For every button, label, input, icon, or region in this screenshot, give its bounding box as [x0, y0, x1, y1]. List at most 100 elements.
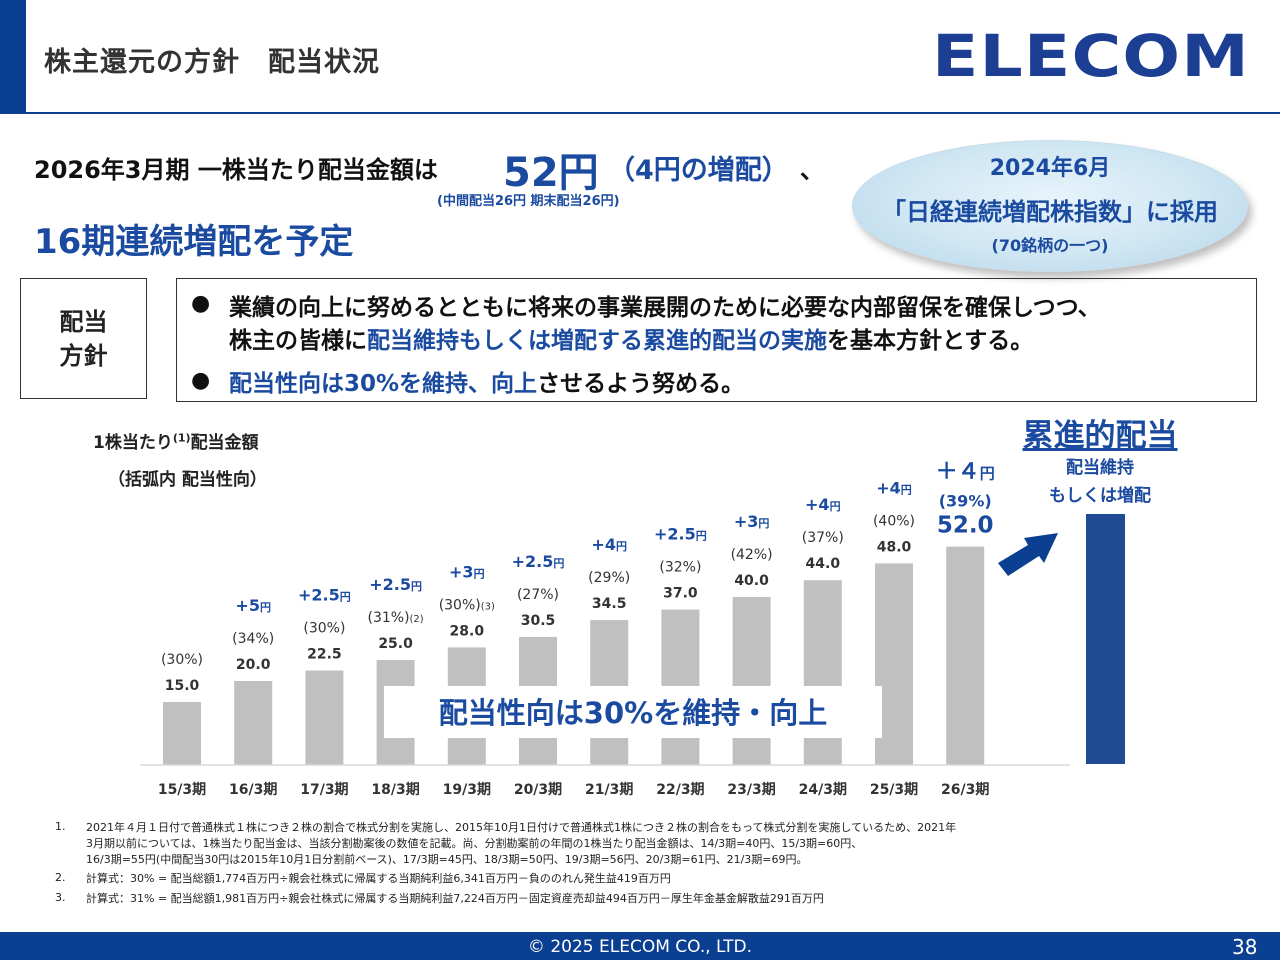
index-badge-title: 「日経連続増配株指数」に採用 — [882, 198, 1218, 226]
increase-label: +3円 — [449, 562, 485, 581]
headline-dividend-amount: 52円 — [503, 150, 599, 196]
x-tick-label: 23/3期 — [727, 782, 775, 798]
headline-separator: 、 — [800, 156, 824, 184]
value-label: 20.0 — [236, 657, 271, 673]
bar — [234, 681, 273, 765]
policy-bullet1-line1: 業績の向上に努めるとともに将来の事業展開のために必要な内部留保を確保しつつ、 — [229, 295, 1101, 321]
value-label: 40.0 — [734, 573, 769, 589]
value-label: 34.5 — [592, 596, 627, 612]
x-tick-label: 21/3期 — [585, 782, 633, 798]
x-tick-label: 24/3期 — [799, 782, 847, 798]
footer-copyright: © 2025 ELECOM CO., LTD. — [527, 937, 753, 957]
value-label-highlight: 52.0 — [937, 513, 994, 539]
footnote-line: 2021年４月１日付で普通株式１株につき２株の割合で株式分割を実施し、2015年… — [86, 821, 957, 834]
payout-ratio-label: (42%) — [731, 547, 773, 563]
payout-ratio-label: (30%)(3) — [439, 597, 495, 613]
policy-highlight: 配当性向は30%を維持、向上 — [229, 371, 538, 397]
payout-ratio-label: (34%) — [232, 631, 274, 647]
policy-text: させるよう努める。 — [537, 371, 745, 397]
progressive-dividend-title: 累進的配当 — [1022, 418, 1178, 454]
policy-highlight: 配当維持もしくは増配する累進的配当の実施 — [367, 328, 827, 354]
footnote-number: 3. — [55, 891, 66, 904]
policy-label-box: 配当 方針 — [20, 278, 147, 399]
bullet-icon: ● — [191, 368, 211, 393]
x-tick-label: 18/3期 — [371, 782, 419, 798]
footnote-number: 1. — [55, 820, 66, 833]
bar — [946, 546, 985, 765]
chart-title-text: 配当金額 — [190, 433, 259, 453]
footnote-line: 計算式：30% = 配当総額1,774百万円÷親会社株式に帰属する当期純利益6,… — [86, 872, 671, 885]
x-tick-label: 17/3期 — [300, 782, 348, 798]
payout-banner-text: 配当性向は30%を維持・向上 — [438, 696, 828, 730]
payout-ratio-label: (37%) — [802, 530, 844, 546]
footnote-line: 16/3期=55円(中間配当30円は2015年10月1日分割前ベース)、17/3… — [86, 853, 808, 866]
footnote-number: 2. — [55, 871, 66, 884]
bar — [305, 670, 344, 765]
value-label: 48.0 — [877, 539, 912, 555]
bullet-icon: ● — [191, 291, 211, 316]
bar — [163, 702, 201, 765]
increase-label: +2.5円 — [654, 525, 707, 544]
progressive-dividend-bar — [1086, 514, 1125, 764]
index-badge-note: (70銘柄の一つ) — [991, 236, 1109, 255]
increase-label: +2.5円 — [369, 575, 422, 594]
x-tick-label: 20/3期 — [514, 782, 562, 798]
index-badge — [852, 140, 1248, 272]
value-label: 15.0 — [165, 678, 200, 694]
chart-title-text: 1株当たり — [93, 433, 173, 453]
policy-label-line1: 配当 — [59, 307, 108, 336]
increase-label: +3円 — [734, 512, 770, 531]
increase-label: +4円 — [591, 535, 627, 554]
payout-ratio-label: (30%) — [161, 652, 203, 668]
page-title: 株主還元の方針 配当状況 — [44, 47, 380, 78]
payout-ratio-label: (40%) — [873, 513, 915, 529]
footnote-line: 3月期以前については、1株当たり配当金は、当該分割勘案後の数値を記載。尚、分割勘… — [86, 837, 863, 850]
value-label: 30.5 — [521, 613, 556, 629]
payout-ratio-label: (30%) — [303, 621, 345, 637]
footer-bar — [0, 932, 1280, 960]
x-tick-label: 16/3期 — [229, 782, 277, 798]
headline-note: (中間配当26円 期末配当26円) — [437, 194, 620, 209]
value-label: 28.0 — [450, 623, 485, 639]
progressive-dividend-sub2: もしくは増配 — [1049, 486, 1151, 506]
x-tick-label: 22/3期 — [656, 782, 704, 798]
index-badge-date: 2024年6月 — [989, 156, 1111, 181]
increase-label: +4円 — [805, 495, 841, 514]
value-label: 37.0 — [663, 586, 698, 602]
x-tick-label: 19/3期 — [443, 782, 491, 798]
x-tick-label: 26/3期 — [941, 782, 989, 798]
value-label: 44.0 — [806, 556, 841, 572]
chart-title-footnote-ref: (1) — [172, 431, 191, 445]
increase-label: +5円 — [235, 596, 271, 615]
progressive-dividend-sub1: 配当維持 — [1066, 458, 1134, 478]
value-label: 25.0 — [378, 636, 413, 652]
headline-text: 2026年3月期 一株当たり配当金額は — [34, 156, 438, 184]
policy-content-box: ● 業績の向上に努めるとともに将来の事業展開のために必要な内部留保を確保しつつ、… — [176, 278, 1257, 402]
payout-ratio-label: (32%) — [659, 560, 701, 576]
payout-ratio-label: (31%)(2) — [367, 610, 423, 626]
payout-ratio-label: (39%) — [939, 492, 992, 511]
policy-text: を基本方針とする。 — [827, 328, 1034, 354]
chart-title: 1株当たり(1)配当金額 — [93, 428, 259, 453]
increase-label: +4円 — [876, 478, 912, 497]
header-accent-band — [0, 0, 26, 114]
page-number: 38 — [1232, 935, 1258, 959]
policy-text: 株主の皆様に — [229, 328, 367, 354]
headline-increase: （4円の増配） — [608, 155, 789, 186]
arrow-right-icon — [998, 533, 1058, 576]
chart-subtitle: （括弧内 配当性向） — [108, 470, 267, 490]
increase-label: +2.5円 — [298, 586, 351, 605]
bar — [732, 597, 771, 765]
payout-ratio-label: (27%) — [517, 587, 559, 603]
policy-bullet2: 配当性向は30%を維持、向上させるよう努める。 — [229, 364, 744, 398]
increase-label: ＋４円 — [936, 460, 995, 485]
footnote-line: 計算式：31% = 配当総額1,981百万円÷親会社株式に帰属する当期純利益7,… — [86, 892, 824, 905]
headline-streak: 16期連続増配を予定 — [34, 222, 354, 262]
policy-label-line2: 方針 — [59, 341, 108, 370]
payout-banner-bg — [384, 686, 882, 738]
x-tick-label: 25/3期 — [870, 782, 918, 798]
policy-bullet1-line2: 株主の皆様に配当維持もしくは増配する累進的配当の実施を基本方針とする。 — [229, 321, 1033, 355]
x-tick-label: 15/3期 — [158, 782, 206, 798]
company-logo: ELECOM — [932, 22, 1251, 90]
header-divider — [26, 112, 1280, 114]
